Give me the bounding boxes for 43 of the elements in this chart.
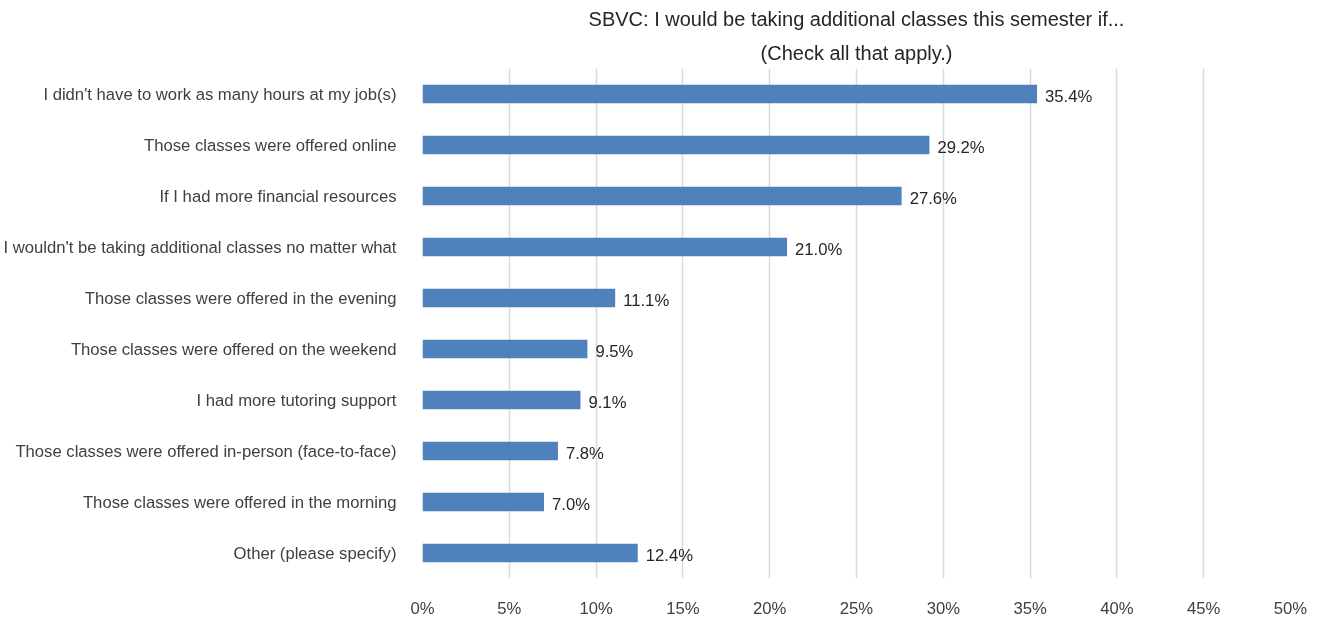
y-tick-label: I didn't have to work as many hours at my job(s) [43, 84, 397, 104]
data-label: 7.0% [552, 494, 591, 514]
data-label: 35.4% [1045, 86, 1093, 106]
x-tick-label: 0% [410, 598, 435, 618]
chart-title: SBVC: I would be taking additional classes this semester if... [588, 7, 1125, 30]
chart-subtitle: (Check all that apply.) [760, 41, 953, 64]
bar [422, 186, 902, 206]
data-label: 27.6% [909, 188, 958, 208]
bar [422, 543, 638, 563]
bar [422, 237, 788, 257]
data-label: 7.8% [565, 443, 605, 463]
x-tick-label: 40% [1100, 598, 1134, 618]
data-label: 9.5% [595, 341, 634, 361]
y-tick-label: Those classes were offered in-person (face-to-face) [15, 441, 397, 461]
y-tick-label: I had more tutoring support [196, 390, 397, 410]
y-tick-label: Those classes were offered online [144, 135, 397, 155]
bar [422, 84, 1038, 104]
x-tick-label: 30% [926, 598, 961, 618]
x-tick-label: 10% [579, 598, 613, 618]
x-tick-label: 25% [839, 598, 874, 618]
x-tick-label: 50% [1273, 598, 1308, 618]
y-tick-label: I wouldn't be taking additional classes no matter what [3, 237, 397, 257]
x-tick-label: 20% [753, 598, 787, 618]
bar [422, 390, 581, 410]
x-tick-label: 45% [1187, 598, 1221, 618]
y-tick-label: Those classes were offered in the evening [84, 288, 397, 308]
bar [422, 441, 558, 461]
data-label: 29.2% [937, 137, 985, 157]
y-tick-label: If I had more financial resources [159, 186, 397, 206]
data-label: 9.1% [588, 392, 627, 412]
bar [422, 135, 930, 155]
bar [422, 492, 545, 512]
data-label: 12.4% [645, 545, 694, 565]
x-tick-label: 5% [497, 598, 522, 618]
bar [422, 339, 588, 359]
x-tick-label: 35% [1013, 598, 1047, 618]
y-tick-label: Those classes were offered in the morning [82, 492, 397, 512]
bar [422, 288, 616, 308]
data-label: 11.1% [623, 290, 670, 310]
y-tick-label: Those classes were offered on the weekend [70, 339, 397, 359]
y-tick-label: Other (please specify) [233, 543, 397, 563]
data-label: 21.0% [795, 239, 843, 259]
x-tick-label: 15% [666, 598, 700, 618]
